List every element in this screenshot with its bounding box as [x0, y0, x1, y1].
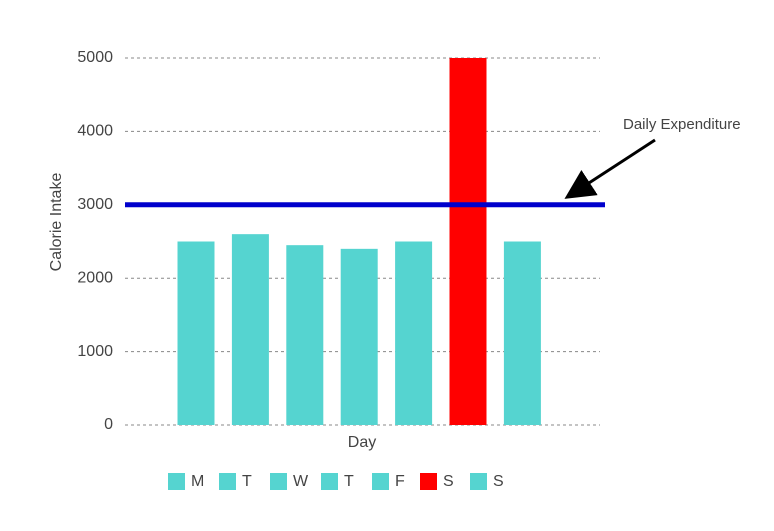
legend-swatch — [270, 473, 287, 490]
legend-label: M — [191, 473, 204, 490]
y-tick-label: 5000 — [77, 49, 113, 66]
y-axis-title: Calorie Intake — [48, 173, 65, 272]
y-tick-label: 3000 — [77, 196, 113, 213]
bar — [286, 245, 324, 425]
legend-swatch — [168, 473, 185, 490]
legend-label: W — [293, 473, 309, 490]
annotation-label: Daily Expenditure — [623, 116, 741, 133]
y-tick-label: 4000 — [77, 123, 113, 140]
legend-label: T — [242, 473, 252, 490]
annotation-arrow — [564, 138, 656, 199]
legend-swatch — [372, 473, 389, 490]
bar — [231, 234, 269, 425]
y-tick-label: 2000 — [77, 269, 113, 286]
y-tick-label: 1000 — [77, 343, 113, 360]
legend-swatch — [470, 473, 487, 490]
bar — [340, 248, 378, 425]
legend-label: S — [493, 473, 504, 490]
legend-label: S — [443, 473, 454, 490]
legend-label: F — [395, 473, 405, 490]
legend-swatch — [321, 473, 338, 490]
legend-swatch — [219, 473, 236, 490]
bar — [177, 241, 215, 425]
y-tick-label: 0 — [104, 416, 113, 433]
bar — [449, 58, 487, 425]
bar — [395, 241, 433, 425]
legend-label: T — [344, 473, 354, 490]
x-axis-title: Day — [348, 434, 376, 451]
legend-swatch — [420, 473, 437, 490]
bar — [503, 241, 541, 425]
